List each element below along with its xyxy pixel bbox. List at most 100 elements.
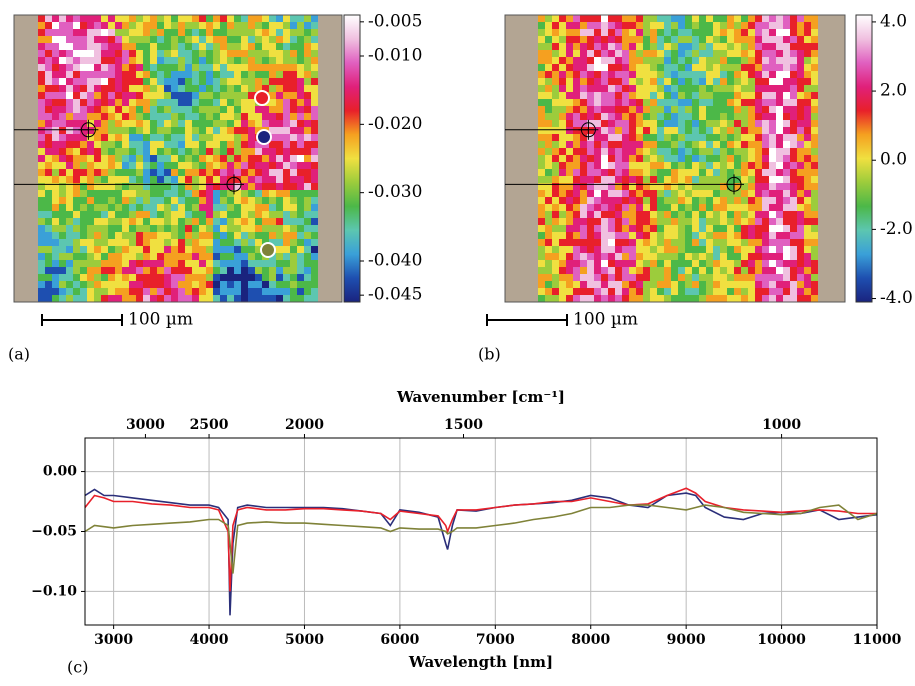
heatmap-cell <box>573 148 580 155</box>
heatmap-cell <box>234 71 241 78</box>
heatmap-cell <box>171 57 178 64</box>
heatmap-cell <box>741 134 748 141</box>
heatmap-cell <box>678 148 685 155</box>
colorbar <box>855 14 873 303</box>
heatmap-cell <box>559 22 566 29</box>
heatmap-cell <box>38 113 45 120</box>
heatmap-cell <box>629 148 636 155</box>
heatmap-cell <box>164 78 171 85</box>
heatmap-cell <box>699 113 706 120</box>
heatmap-cell <box>601 22 608 29</box>
heatmap-cell <box>213 204 220 211</box>
heatmap-cell <box>150 204 157 211</box>
heatmap-cell <box>80 225 87 232</box>
heatmap-cell <box>66 232 73 239</box>
heatmap-cell <box>629 232 636 239</box>
heatmap-cell <box>643 22 650 29</box>
heatmap-cell <box>241 15 248 22</box>
heatmap-cell <box>276 295 283 302</box>
heatmap-cell <box>129 288 136 295</box>
heatmap-cell <box>206 225 213 232</box>
heatmap-cell <box>150 127 157 134</box>
heatmap-cell <box>283 162 290 169</box>
heatmap-cell <box>769 218 776 225</box>
heatmap-cell <box>171 274 178 281</box>
heatmap-cell <box>797 218 804 225</box>
x2-tick-label: 1500 <box>444 417 483 433</box>
heatmap-cell <box>101 260 108 267</box>
heatmap-cell <box>220 141 227 148</box>
heatmap-cell <box>101 134 108 141</box>
heatmap-cell <box>66 155 73 162</box>
heatmap-cell <box>720 134 727 141</box>
heatmap-cell <box>45 239 52 246</box>
heatmap-cell <box>171 183 178 190</box>
heatmap-cell <box>129 57 136 64</box>
heatmap-cell <box>741 288 748 295</box>
heatmap-cell <box>269 239 276 246</box>
heatmap-cell <box>580 155 587 162</box>
heatmap-cell <box>269 281 276 288</box>
heatmap-cell <box>248 92 255 99</box>
heatmap-cell <box>129 15 136 22</box>
data-line <box>84 504 878 574</box>
heatmap-cell <box>587 211 594 218</box>
heatmap-cell <box>692 260 699 267</box>
heatmap-cell <box>629 99 636 106</box>
heatmap-cell <box>262 281 269 288</box>
heatmap-cell <box>101 64 108 71</box>
heatmap-cell <box>538 141 545 148</box>
heatmap-cell <box>199 288 206 295</box>
heatmap-cell <box>108 246 115 253</box>
heatmap-cell <box>241 113 248 120</box>
heatmap-cell <box>122 134 129 141</box>
heatmap-cell <box>566 183 573 190</box>
heatmap-cell <box>748 225 755 232</box>
heatmap-cell <box>283 211 290 218</box>
heatmap-cell <box>545 85 552 92</box>
heatmap-cell <box>185 190 192 197</box>
heatmap-cell <box>199 120 206 127</box>
heatmap-cell <box>741 155 748 162</box>
heatmap-cell <box>192 43 199 50</box>
heatmap-cell <box>594 260 601 267</box>
heatmap-cell <box>566 78 573 85</box>
heatmap-cell <box>290 169 297 176</box>
heatmap-cell <box>748 183 755 190</box>
heatmap-cell <box>545 169 552 176</box>
heatmap-cell <box>276 127 283 134</box>
heatmap-cell <box>811 204 818 211</box>
heatmap-cell <box>213 92 220 99</box>
heatmap-cell <box>573 239 580 246</box>
heatmap-cell <box>80 267 87 274</box>
heatmap-cell <box>790 232 797 239</box>
heatmap-cell <box>213 190 220 197</box>
heatmap-cell <box>538 197 545 204</box>
heatmap-cell <box>73 274 80 281</box>
heatmap-cell <box>559 162 566 169</box>
heatmap-cell <box>692 274 699 281</box>
heatmap-cell <box>552 267 559 274</box>
heatmap-cell <box>580 274 587 281</box>
heatmap-cell <box>587 36 594 43</box>
heatmap-cell <box>811 148 818 155</box>
heatmap-cell <box>608 211 615 218</box>
heatmap-cell <box>276 85 283 92</box>
heatmap-cell <box>290 155 297 162</box>
heatmap-cell <box>629 120 636 127</box>
heatmap-cell <box>122 260 129 267</box>
heatmap-cell <box>776 57 783 64</box>
heatmap-cell <box>734 106 741 113</box>
heatmap-cell <box>692 15 699 22</box>
heatmap-cell <box>720 36 727 43</box>
heatmap-cell <box>234 225 241 232</box>
heatmap-cell <box>283 92 290 99</box>
heatmap-cell <box>115 29 122 36</box>
heatmap-cell <box>192 141 199 148</box>
heatmap-cell <box>692 204 699 211</box>
heatmap-cell <box>762 232 769 239</box>
heatmap-cell <box>220 246 227 253</box>
heatmap-cell <box>783 120 790 127</box>
heatmap-cell <box>783 57 790 64</box>
heatmap-cell <box>276 155 283 162</box>
